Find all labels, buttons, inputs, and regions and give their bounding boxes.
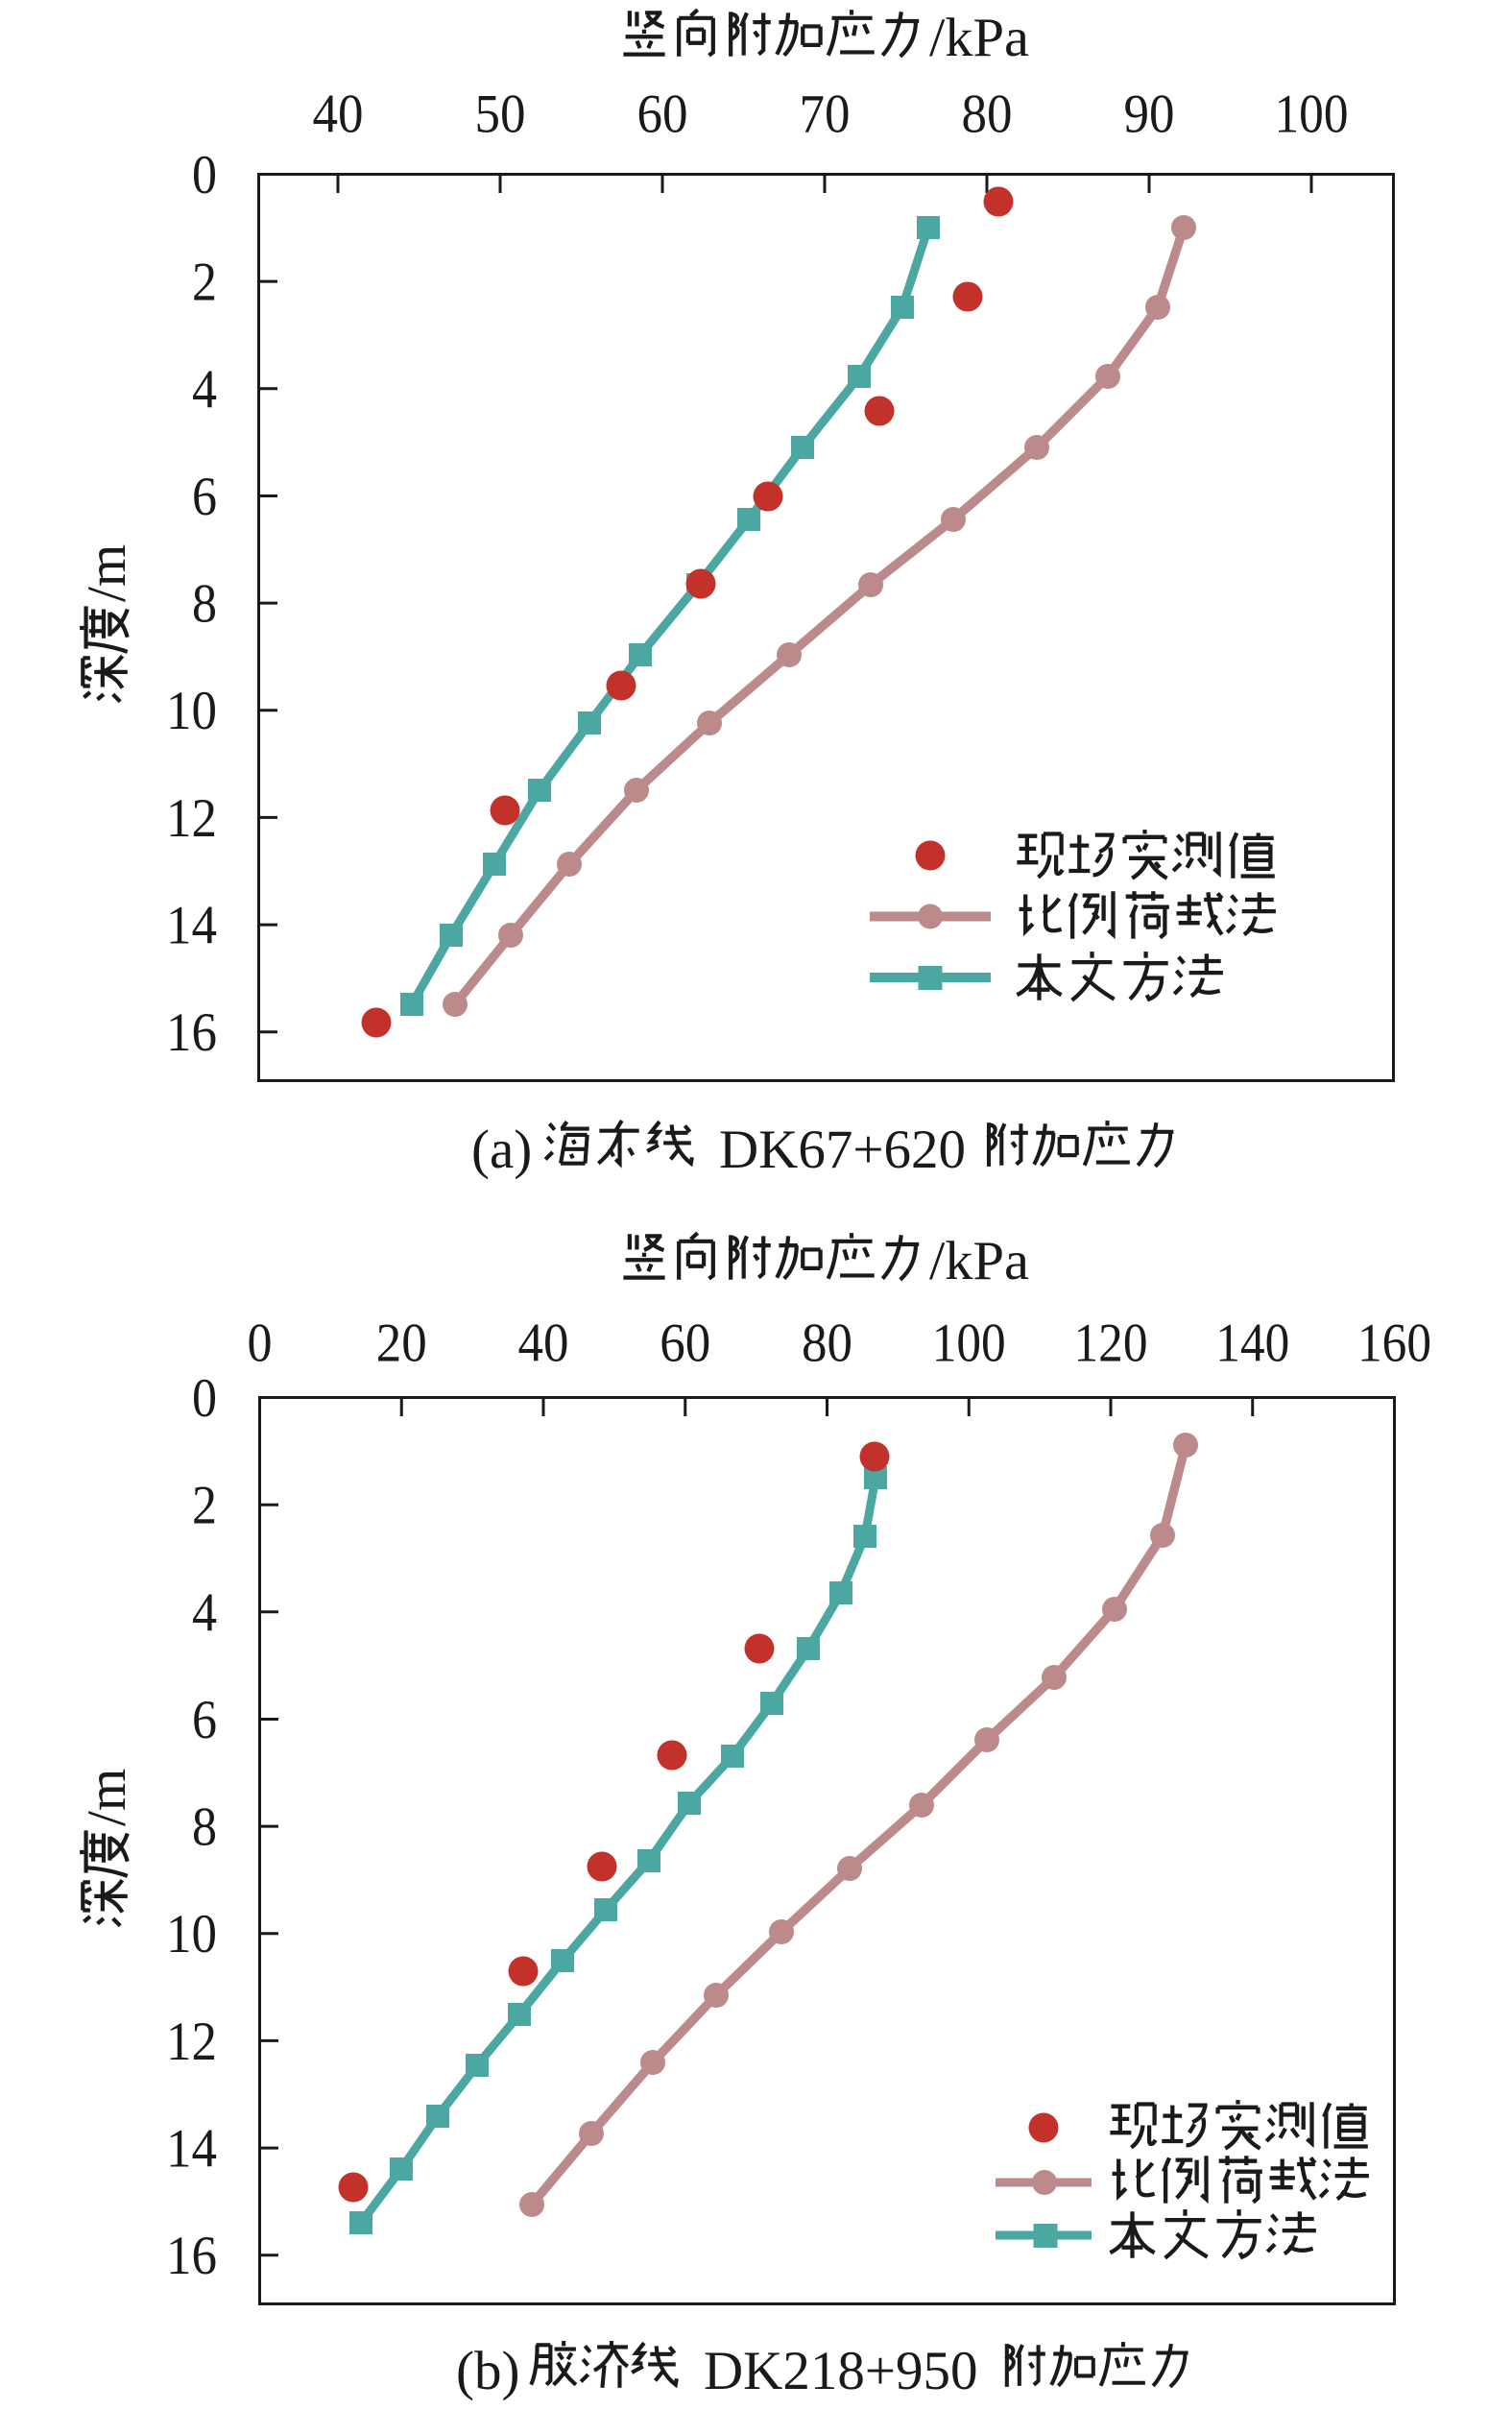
- svg-text:12: 12: [166, 2012, 217, 2072]
- svg-text:0: 0: [192, 145, 217, 205]
- svg-text:80: 80: [962, 84, 1013, 145]
- svg-text:100: 100: [932, 1313, 1006, 1374]
- svg-text:(a): (a): [471, 1120, 532, 1180]
- svg-text:2: 2: [192, 253, 217, 313]
- svg-text:8: 8: [192, 574, 217, 635]
- svg-text:14: 14: [166, 896, 217, 956]
- svg-text:4: 4: [192, 359, 217, 420]
- svg-text:DK67+620: DK67+620: [719, 1120, 966, 1180]
- svg-text:2: 2: [192, 1476, 217, 1536]
- svg-text:40: 40: [518, 1313, 569, 1374]
- svg-text:20: 20: [376, 1313, 427, 1374]
- svg-text:4: 4: [192, 1582, 217, 1643]
- svg-text:160: 160: [1357, 1313, 1431, 1374]
- svg-text:/kPa: /kPa: [929, 1231, 1029, 1291]
- svg-text:16: 16: [166, 1002, 217, 1063]
- svg-text:60: 60: [660, 1313, 710, 1374]
- svg-text:6: 6: [192, 467, 217, 527]
- svg-text:8: 8: [192, 1797, 217, 1858]
- svg-text:DK218+950: DK218+950: [704, 2341, 977, 2401]
- svg-text:140: 140: [1215, 1313, 1289, 1374]
- svg-text:120: 120: [1074, 1313, 1148, 1374]
- svg-text:10: 10: [166, 1904, 217, 1964]
- svg-text:70: 70: [800, 84, 851, 145]
- svg-text:90: 90: [1124, 84, 1175, 145]
- svg-text:/m: /m: [77, 544, 137, 602]
- svg-text:16: 16: [166, 2226, 217, 2286]
- svg-text:0: 0: [248, 1313, 273, 1374]
- svg-text:50: 50: [475, 84, 526, 145]
- svg-text:100: 100: [1275, 84, 1349, 145]
- svg-text:12: 12: [166, 788, 217, 849]
- svg-text:60: 60: [637, 84, 688, 145]
- svg-text:10: 10: [166, 681, 217, 741]
- svg-text:14: 14: [166, 2119, 217, 2180]
- svg-text:40: 40: [313, 84, 364, 145]
- svg-text:/kPa: /kPa: [929, 8, 1029, 68]
- svg-text:6: 6: [192, 1690, 217, 1750]
- svg-text:0: 0: [192, 1368, 217, 1429]
- svg-text:(b): (b): [456, 2341, 519, 2401]
- svg-text:80: 80: [802, 1313, 852, 1374]
- svg-text:/m: /m: [77, 1769, 137, 1826]
